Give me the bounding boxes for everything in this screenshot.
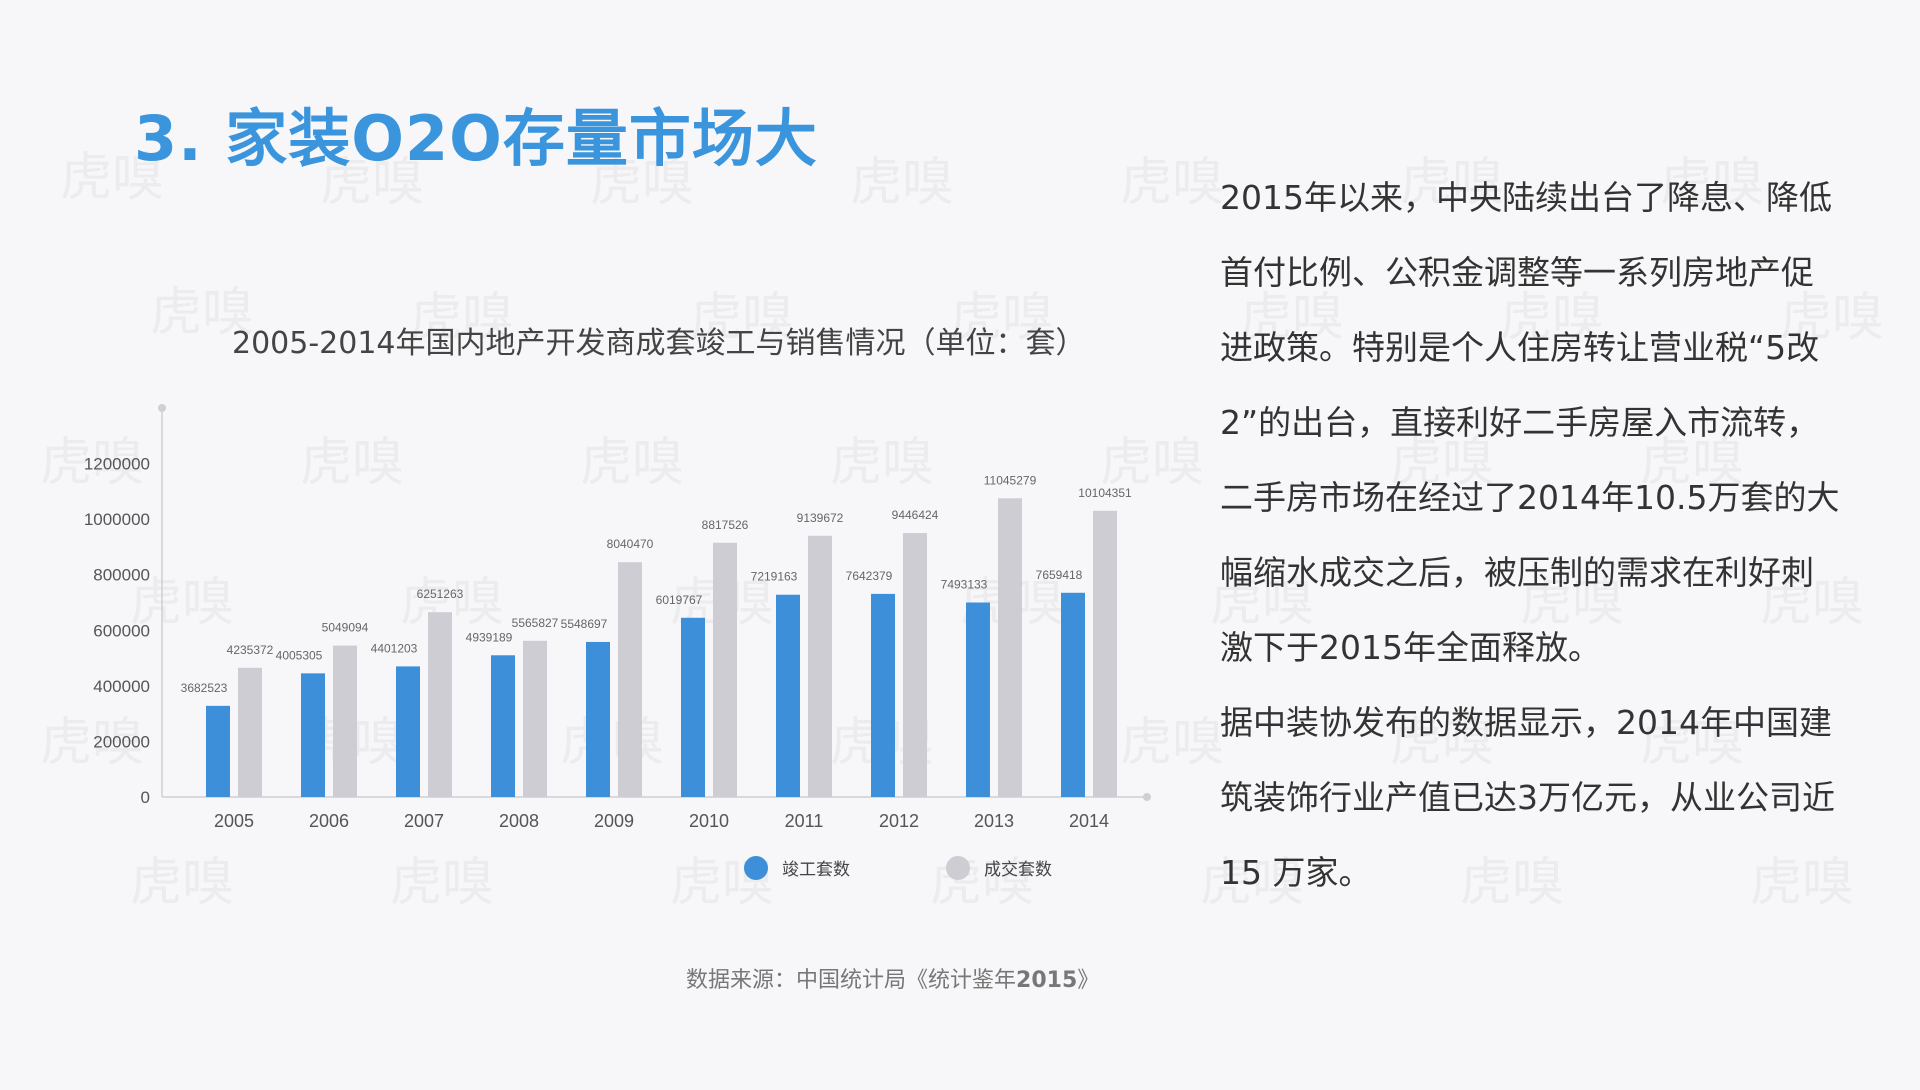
bar-completed [966,602,990,797]
bar-sold [618,562,642,797]
bar-completed [396,666,420,797]
bar-chart-svg: 0 200000 400000 600000 800000 1000000 1200000 3… [84,404,1151,831]
bar-completed [206,705,230,797]
source-prefix: 数据来源：中国统计局《统计鉴年 [686,968,1017,993]
data-label-completed: 3682523 [181,681,228,695]
data-label-completed: 7219163 [751,570,798,584]
x-tick-label: 2010 [689,811,729,831]
bar-sold [998,498,1022,797]
data-label-sold: 10104351 [1078,486,1132,500]
chart-title: 2005-2014年国内地产开发商成套竣工与销售情况（单位：套） [232,326,1086,361]
data-label-completed: 4939189 [466,630,513,644]
x-tick-label: 2006 [309,811,349,831]
data-label-completed: 6019767 [656,593,703,607]
bar-sold [713,542,737,797]
x-tick-label: 2009 [594,811,634,831]
bar-sold [1093,510,1117,797]
y-tick-label: 400000 [93,677,150,696]
data-label-sold: 11045279 [984,473,1037,487]
bar-sold [428,612,452,797]
bar-sold [238,667,262,797]
bar-completed [301,673,325,797]
bar-completed [586,641,610,797]
legend-label-sold: 成交套数 [984,860,1052,880]
body-paragraph-2: 据中装协发布的数据显示，2014年中国建筑装饰行业产值已达3万亿元，从业公司近 … [1220,703,1835,892]
bar-completed [491,655,515,797]
y-tick-label: 600000 [93,621,150,640]
y-axis-end-dot [158,404,166,412]
source-year: 2015 [1016,968,1078,993]
x-tick-label: 2008 [499,811,539,831]
data-label-sold: 9139672 [797,511,844,525]
bar-sold [808,535,832,797]
data-label-completed: 7493133 [941,578,988,592]
data-label-sold: 4235372 [227,643,274,657]
source-suffix: 》 [1077,968,1100,993]
x-axis-end-dot [1143,793,1151,801]
data-source-note: 数据来源：中国统计局《统计鉴年2015》 [686,962,1099,994]
x-tick-label: 2012 [879,811,919,831]
watermark-text: 虎嗅 [1120,153,1225,213]
bar-sold [523,640,547,797]
watermark-text: 虎嗅 [850,153,955,213]
legend-marker-sold [946,855,970,880]
data-label-sold: 6251263 [417,587,464,601]
body-paragraph-1: 2015年以来，中央陆续出台了降息、降低首付比例、公积金调整等一系列房地产促进政… [1220,178,1840,667]
data-label-completed: 7659418 [1036,568,1083,582]
body-text: 2015年以来，中央陆续出台了降息、降低首付比例、公积金调整等一系列房地产促进政… [1220,160,1840,910]
data-label-sold: 5049094 [322,621,369,635]
y-tick-label: 0 [141,788,150,807]
y-tick-label: 200000 [93,732,150,751]
data-label-completed: 4401203 [371,641,418,655]
bar-completed [871,593,895,797]
bar-completed [681,617,705,797]
x-tick-label: 2011 [785,811,824,831]
bar-sold [333,645,357,797]
bar-completed [776,594,800,797]
bar-sold [903,533,927,797]
data-label-completed: 4005305 [276,648,323,662]
data-label-sold: 5565827 [512,616,559,630]
x-tick-label: 2013 [974,811,1014,831]
bar-chart: 0 200000 400000 600000 800000 1000000 1200000 3… [0,380,1180,920]
x-tick-label: 2007 [404,811,444,831]
y-tick-label: 1200000 [84,455,150,474]
y-tick-label: 1000000 [84,510,150,529]
data-label-sold: 8040470 [607,537,654,551]
page-title: 3. 家装O2O存量市场大 [134,102,818,175]
legend-label-completed: 竣工套数 [782,860,850,880]
x-tick-label: 2005 [214,811,254,831]
bar-completed [1061,592,1085,797]
legend-marker-completed [744,855,768,880]
data-label-completed: 7642379 [846,569,893,583]
data-label-sold: 8817526 [702,518,749,532]
data-label-completed: 5548697 [561,617,608,631]
x-tick-label: 2014 [1069,811,1109,831]
legend-item-completed: 竣工套数 [744,855,850,880]
data-label-sold: 9446424 [892,508,939,522]
y-tick-label: 800000 [93,566,150,585]
chart-legend: 竣工套数 成交套数 [744,855,1148,880]
legend-item-sold: 成交套数 [946,855,1052,880]
